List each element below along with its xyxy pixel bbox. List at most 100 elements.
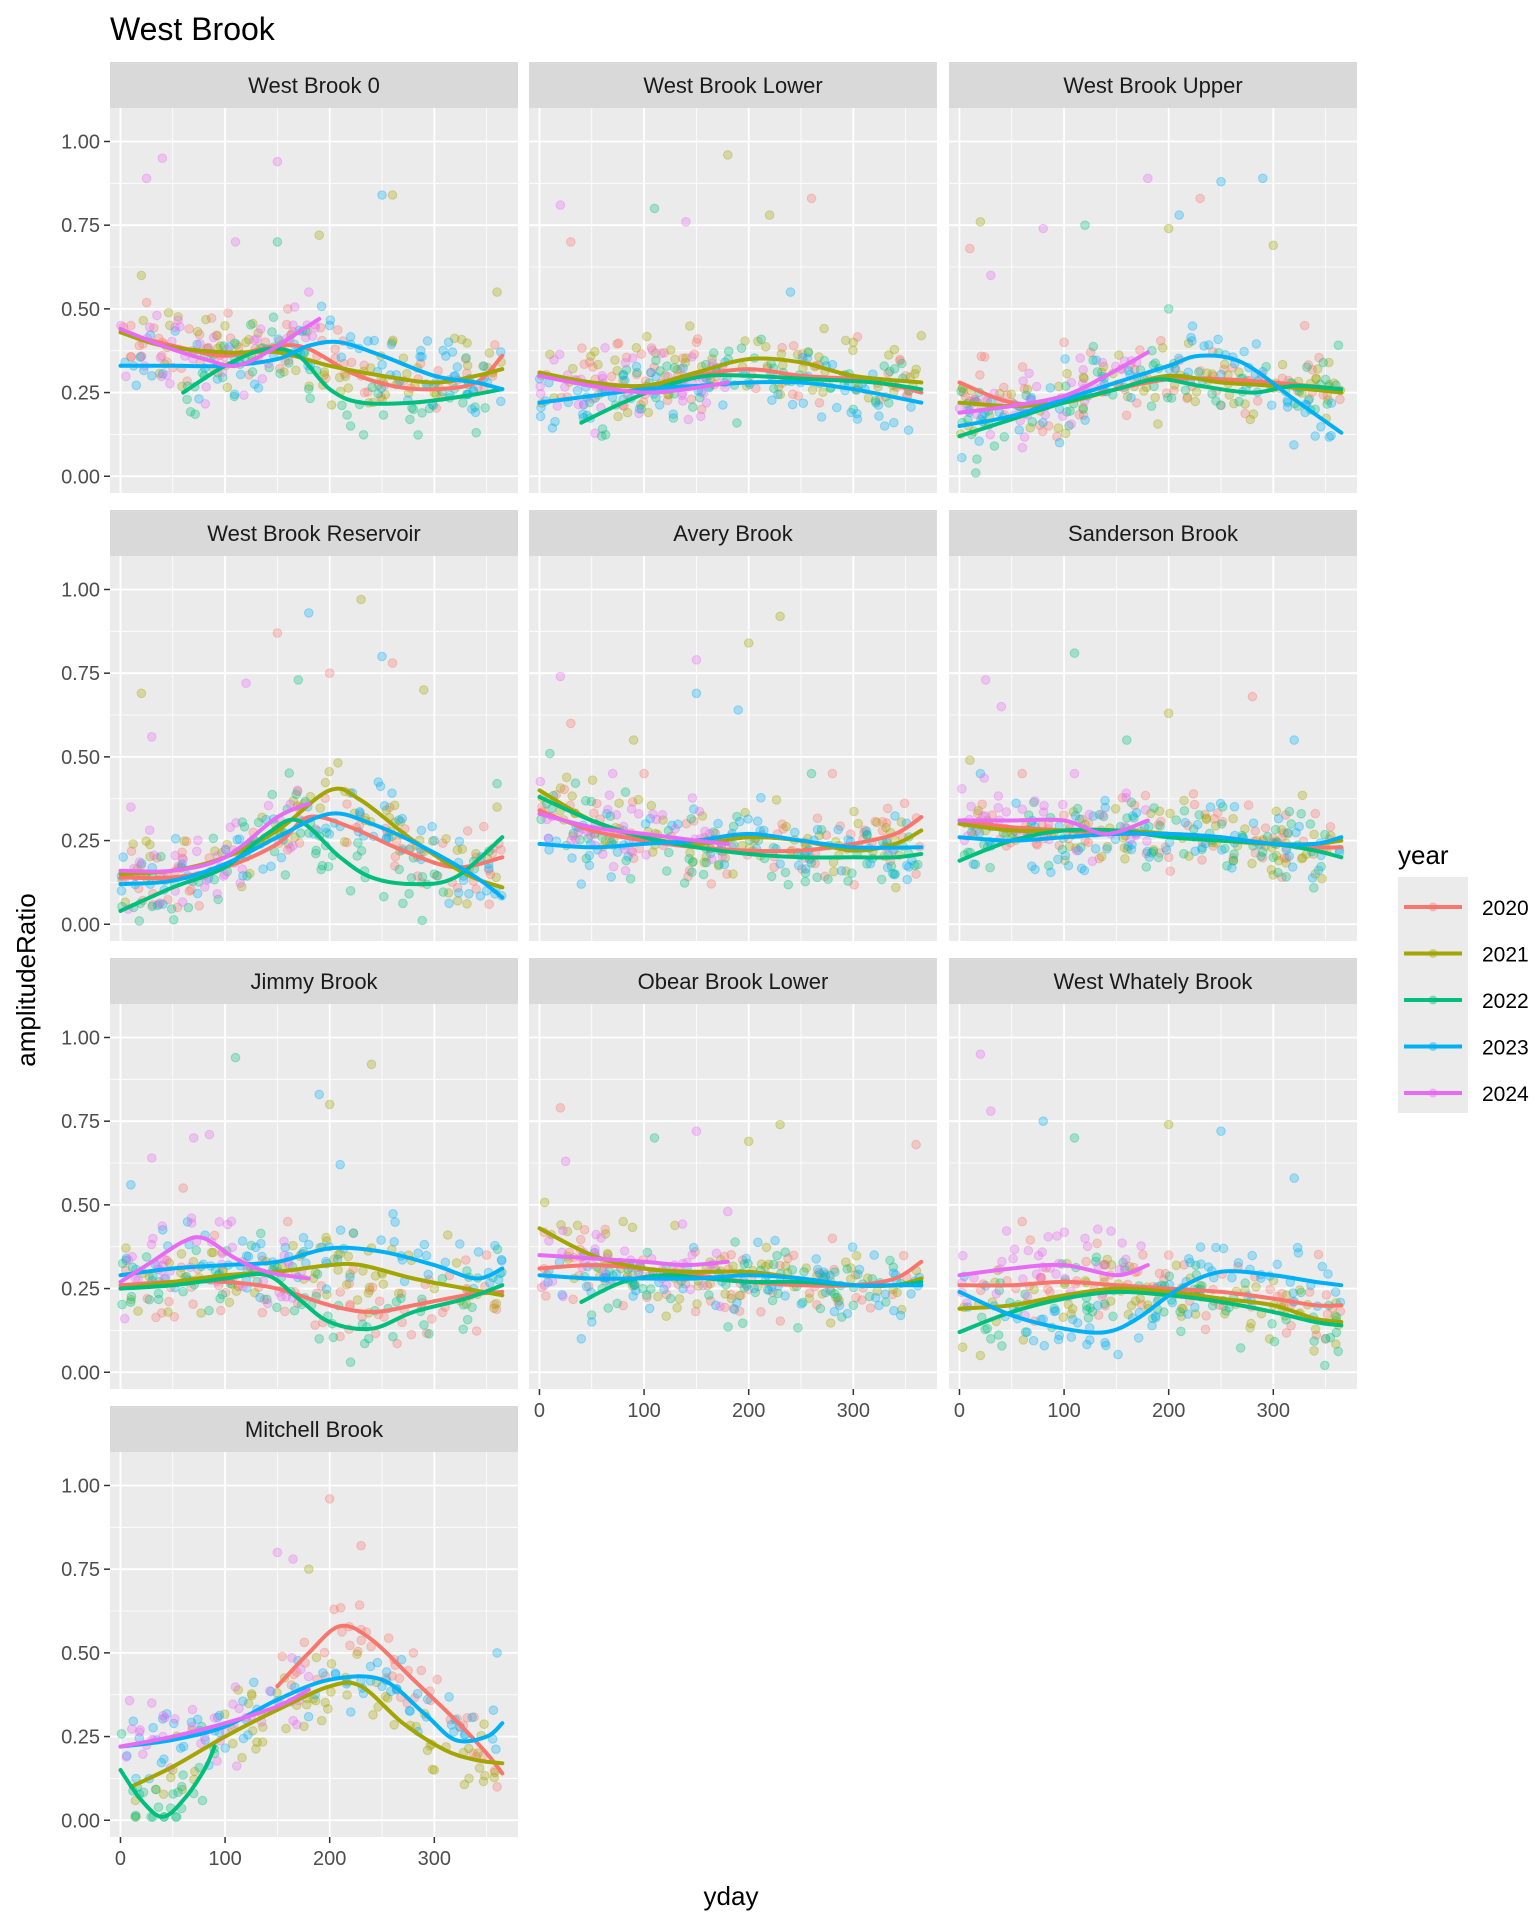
- scatter-point-2021: [1273, 855, 1284, 866]
- scatter-point-2020: [638, 397, 649, 407]
- scatter-point-2020: [142, 1293, 153, 1304]
- scatter-point-2023: [427, 821, 437, 832]
- scatter-point-2021: [1099, 1259, 1109, 1270]
- scatter-point-2024: [620, 358, 631, 368]
- scatter-point-2021: [665, 345, 676, 355]
- scatter-point-2020: [851, 1292, 861, 1303]
- legend-label: 2024: [1482, 1083, 1529, 1106]
- scatter-point-2021: [1105, 1296, 1116, 1306]
- scatter-point-2024: [535, 381, 546, 392]
- scatter-point-2023: [1014, 425, 1025, 435]
- scatter-point-2021: [1146, 808, 1156, 819]
- scatter-point-2022: [153, 1288, 164, 1299]
- facet-strip: [110, 510, 518, 556]
- scatter-point-2024: [146, 1239, 157, 1250]
- scatter-point-2020: [1325, 822, 1336, 832]
- legend-label: 2021: [1482, 944, 1529, 967]
- scatter-point-2023: [1227, 1272, 1237, 1283]
- scatter-point-2020: [1303, 360, 1314, 370]
- scatter-point-2023: [1211, 1242, 1221, 1253]
- scatter-point-2022: [396, 1293, 406, 1304]
- scatter-point-2021: [158, 1789, 169, 1799]
- scatter-point-2023: [321, 1284, 332, 1294]
- scatter-point-2022: [1065, 406, 1075, 416]
- scatter-point-2021: [1098, 361, 1109, 372]
- scatter-point-2020: [618, 1300, 629, 1311]
- scatter-point-2021: [459, 1779, 470, 1790]
- scatter-point-2021: [1154, 806, 1165, 817]
- scatter-point-2020: [1034, 420, 1045, 431]
- scatter-point-2021: [471, 848, 481, 859]
- scatter-point-2022: [1333, 1346, 1343, 1357]
- scatter-point-2023: [753, 1237, 763, 1248]
- scatter-point-2021: [247, 1690, 257, 1701]
- scatter-point-2021: [457, 844, 468, 855]
- scatter-point-2021: [462, 360, 473, 371]
- scatter-point-2021: [1311, 373, 1322, 384]
- scatter-point-2021: [840, 335, 851, 346]
- scatter-point-2023: [1190, 1302, 1200, 1313]
- scatter-point-2024: [661, 1280, 672, 1290]
- scatter-point-2022: [1148, 846, 1159, 857]
- scatter-point-2024: [1018, 376, 1029, 386]
- smooth-line-2024: [957, 1262, 1150, 1278]
- scatter-point-2020: [642, 1292, 652, 1303]
- scatter-point-2024: [539, 1280, 550, 1290]
- scatter-point-2023: [396, 1654, 407, 1665]
- scatter-point-2023: [449, 1727, 459, 1737]
- scatter-point-2022: [545, 748, 555, 759]
- scatter-point-2020: [1074, 410, 1085, 420]
- scatter-point-2022: [147, 901, 157, 912]
- scatter-point-2023: [257, 1251, 267, 1262]
- scatter-point-2023: [1123, 365, 1134, 376]
- scatter-point-2023: [550, 416, 560, 427]
- scatter-point-2020: [1093, 1310, 1104, 1320]
- scatter-point-2022: [217, 372, 228, 383]
- scatter-point-2021: [196, 1308, 206, 1318]
- scatter-point-2024: [1082, 1241, 1093, 1252]
- scatter-point-2023: [767, 395, 777, 406]
- scatter-point-2022: [780, 1247, 791, 1257]
- scatter-point-2024: [1121, 1254, 1131, 1265]
- scatter-point-2022: [328, 1332, 339, 1343]
- scatter-point-2022: [669, 363, 680, 373]
- scatter-point-2024: [192, 846, 202, 857]
- scatter-point-2022: [462, 1314, 473, 1325]
- scatter-point-2022: [1197, 844, 1207, 855]
- scatter-point-2022: [458, 1324, 469, 1334]
- scatter-point-2020: [471, 1326, 482, 1336]
- scatter-point-2020: [177, 847, 187, 858]
- scatter-point-2024: [979, 773, 990, 783]
- scatter-point-2021: [1079, 373, 1089, 384]
- scatter-point-2023: [444, 898, 454, 909]
- scatter-point-2021: [243, 1698, 254, 1709]
- scatter-point-2024: [287, 1653, 297, 1663]
- scatter-point-2022: [284, 358, 294, 368]
- scatter-point-2023: [485, 1278, 495, 1288]
- scatter-point-2023: [336, 352, 347, 363]
- scatter-point-2022: [208, 833, 219, 844]
- scatter-point-2023: [1196, 1259, 1206, 1269]
- scatter-point-2024: [1022, 1291, 1033, 1302]
- scatter-point-2020: [883, 368, 893, 378]
- scatter-point-2021: [1228, 813, 1238, 824]
- scatter-point-2024: [228, 1699, 238, 1709]
- scatter-point-2022: [291, 789, 302, 800]
- scatter-point-2023: [490, 1240, 500, 1251]
- scatter-point-2022: [323, 861, 334, 872]
- scatter-point-2020: [827, 768, 838, 779]
- scatter-point-2023: [446, 1720, 457, 1730]
- scatter-point-2021: [257, 812, 267, 823]
- scatter-point-2024: [124, 1695, 135, 1706]
- scatter-point-2023: [1053, 854, 1063, 865]
- scatter-point-2022: [723, 1322, 733, 1332]
- scatter-point-2020: [845, 829, 856, 840]
- scatter-point-2024: [1031, 1269, 1042, 1279]
- x-tick-label: 300: [418, 1848, 451, 1870]
- scatter-point-2021: [756, 1259, 767, 1269]
- scatter-point-2023: [372, 1657, 383, 1668]
- panel-background: [949, 1004, 1357, 1389]
- scatter-point-2021: [136, 688, 147, 699]
- smooth-line-2022: [118, 1744, 217, 1819]
- scatter-point-2022: [897, 358, 907, 369]
